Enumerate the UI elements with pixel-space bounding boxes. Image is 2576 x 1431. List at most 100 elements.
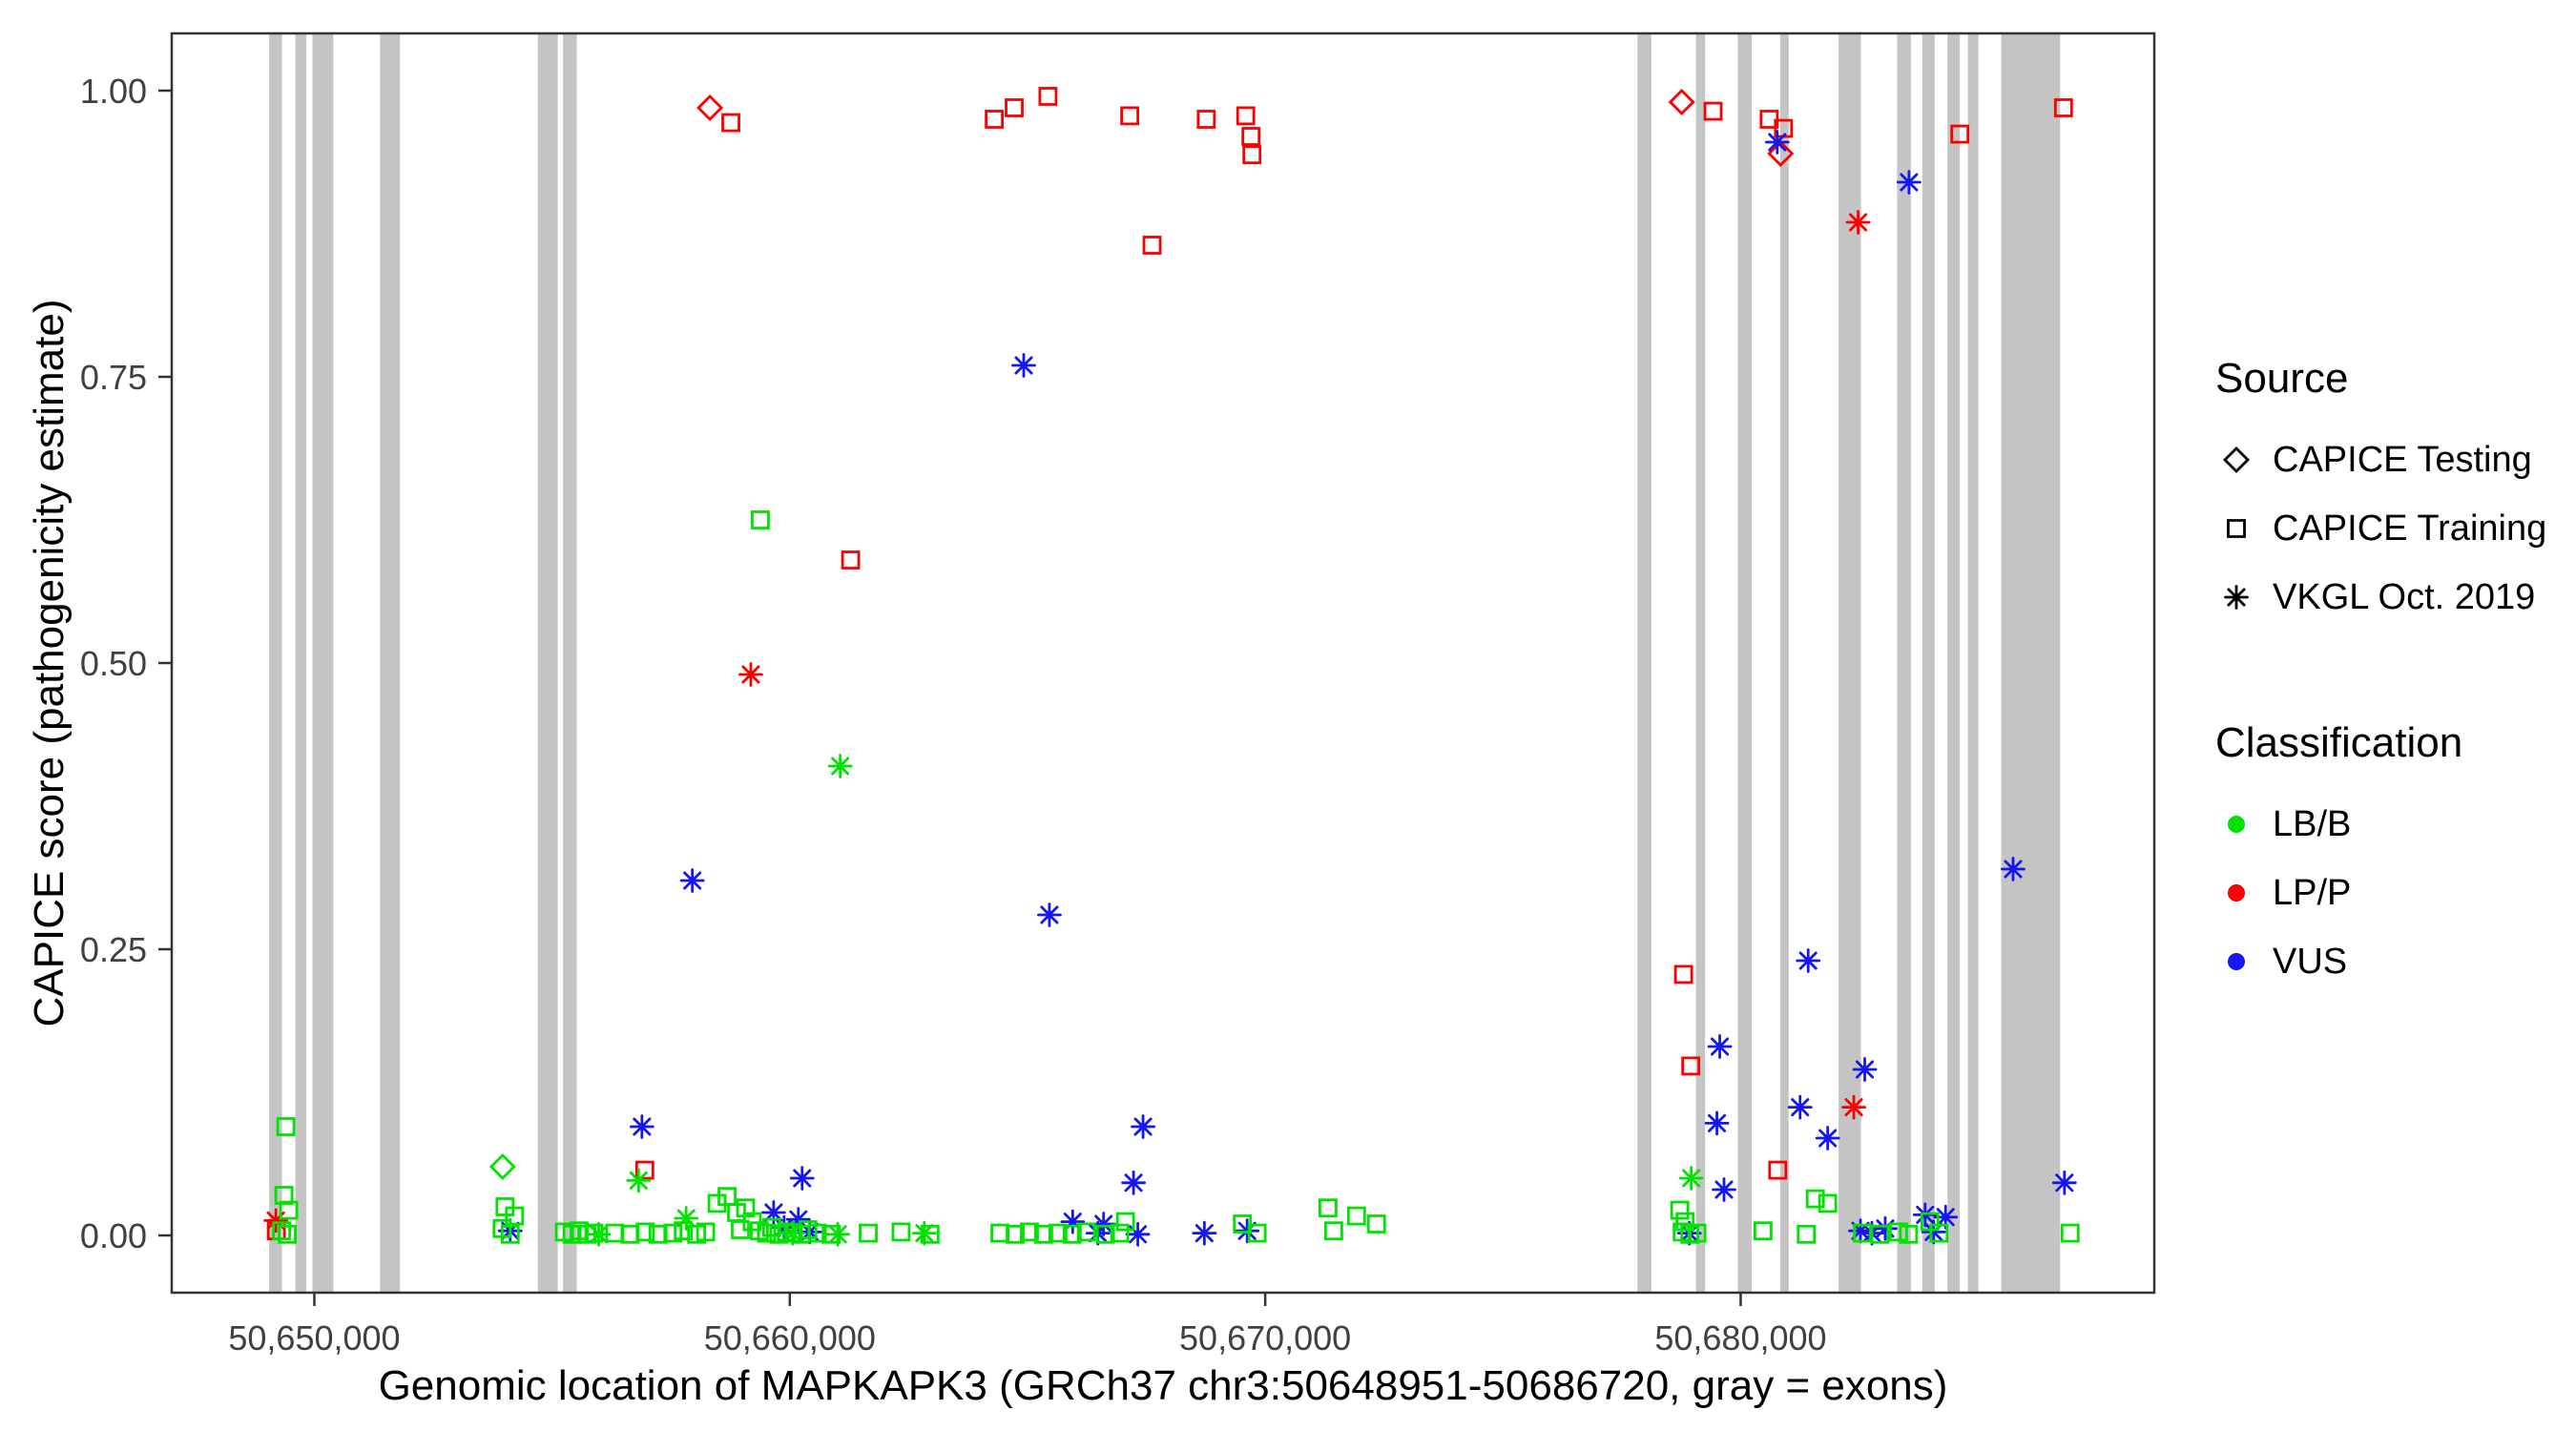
data-point xyxy=(1048,1223,1068,1243)
data-point xyxy=(1121,1170,1147,1195)
data-point xyxy=(1703,101,1723,121)
data-point xyxy=(1873,1215,1898,1241)
data-point xyxy=(1241,127,1261,146)
legend-item-lpp: LP/P xyxy=(2215,859,2570,927)
data-point xyxy=(1681,1056,1701,1076)
data-point xyxy=(1196,110,1216,129)
data-point xyxy=(1142,236,1162,255)
x-axis-title: Genomic location of MAPKAPK3 (GRCh37 chr… xyxy=(378,1362,1948,1409)
data-point xyxy=(717,1187,737,1207)
data-point xyxy=(1675,1212,1695,1232)
data-point xyxy=(276,1117,296,1136)
data-point xyxy=(278,1224,297,1244)
data-point xyxy=(1020,1222,1039,1242)
y-tick-label: 1.00 xyxy=(80,72,147,111)
data-point xyxy=(1131,1114,1155,1139)
data-point xyxy=(1870,1224,1890,1244)
data-point xyxy=(679,868,705,893)
legend-group-classification: Classification LB/B LP/P VUS xyxy=(2215,719,2570,996)
exon-band xyxy=(1779,33,1789,1293)
data-point xyxy=(696,94,724,121)
data-point xyxy=(1767,140,1795,167)
data-point xyxy=(2051,1170,2077,1195)
diamond-icon xyxy=(2223,446,2250,473)
data-point xyxy=(2060,1223,2080,1243)
legend-title-source: Source xyxy=(2215,355,2349,402)
data-point xyxy=(2053,98,2073,117)
exon-band xyxy=(1967,33,1979,1293)
asterisk-icon xyxy=(2224,585,2249,610)
legend-item-label: VUS xyxy=(2273,941,2348,982)
data-point xyxy=(920,1224,940,1244)
data-point xyxy=(1712,1177,1736,1202)
data-point xyxy=(584,1223,604,1243)
legend-item-label: VKGL Oct. 2019 xyxy=(2273,576,2536,617)
data-point xyxy=(1678,1166,1704,1191)
data-point xyxy=(1841,1094,1866,1120)
data-point xyxy=(757,1223,777,1243)
x-tick-label: 50,680,000 xyxy=(1654,1318,1826,1358)
data-point xyxy=(841,550,861,570)
data-point xyxy=(1768,1160,1788,1180)
y-tick-label: 0.00 xyxy=(80,1216,147,1255)
data-point xyxy=(274,1186,294,1205)
data-point xyxy=(821,1224,841,1244)
exon-band xyxy=(537,33,558,1293)
legend-item-capice-training: CAPICE Training xyxy=(2215,494,2570,563)
data-point xyxy=(1673,964,1693,985)
data-point xyxy=(1076,1222,1096,1242)
data-point xyxy=(1037,902,1062,927)
data-point xyxy=(488,1153,516,1180)
data-point xyxy=(629,1114,654,1139)
exon-band xyxy=(1637,33,1652,1293)
data-point xyxy=(2001,857,2025,881)
legend: Source CAPICE Testing CAPICE Training VK… xyxy=(2215,355,2570,996)
exon-band xyxy=(2001,33,2061,1293)
data-point xyxy=(1319,1198,1338,1218)
data-point xyxy=(1764,130,1790,155)
data-point xyxy=(1805,1189,1825,1209)
data-point xyxy=(1668,89,1695,115)
data-point xyxy=(1062,1224,1082,1244)
legend-group-source: Source CAPICE Testing CAPICE Training VK… xyxy=(2215,355,2570,632)
data-point xyxy=(1038,87,1058,106)
data-point xyxy=(272,1221,292,1241)
data-point xyxy=(1787,1094,1813,1120)
exon-band xyxy=(380,33,401,1293)
exon-band xyxy=(312,33,334,1293)
legend-item-label: CAPICE Training xyxy=(2273,508,2547,549)
data-point xyxy=(505,1206,525,1226)
x-tick-label: 50,660,000 xyxy=(704,1318,876,1358)
data-point xyxy=(1704,1110,1730,1136)
data-point xyxy=(263,1208,289,1234)
data-point xyxy=(1815,1126,1840,1151)
data-point xyxy=(736,1198,756,1218)
exon-band xyxy=(1947,33,1961,1293)
data-point xyxy=(1852,1057,1878,1082)
legend-item-vkgl: VKGL Oct. 2019 xyxy=(2215,563,2570,632)
data-point xyxy=(648,1224,668,1244)
exon-band xyxy=(295,33,307,1293)
exon-band xyxy=(1839,33,1861,1293)
data-point xyxy=(1796,948,1821,973)
exon-band xyxy=(1695,33,1706,1293)
data-point xyxy=(789,1166,815,1191)
data-point xyxy=(990,1223,1009,1243)
y-tick-label: 0.50 xyxy=(80,644,147,683)
x-tick-label: 50,670,000 xyxy=(1179,1318,1351,1358)
data-point xyxy=(620,1224,640,1244)
data-point xyxy=(634,1160,654,1180)
exon-band xyxy=(1922,33,1935,1293)
data-point xyxy=(635,1222,655,1242)
data-point xyxy=(1753,1221,1773,1241)
y-tick-label: 0.25 xyxy=(80,930,147,969)
data-point xyxy=(1929,1223,1949,1243)
legend-item-label: LB/B xyxy=(2273,803,2352,844)
data-point xyxy=(1366,1214,1386,1234)
data-point xyxy=(1818,1193,1838,1213)
legend-item-label: LP/P xyxy=(2273,872,2352,913)
legend-item-capice-testing: CAPICE Testing xyxy=(2215,425,2570,494)
data-point xyxy=(626,1168,652,1193)
legend-item-vus: VUS xyxy=(2215,927,2570,996)
data-point xyxy=(1670,1200,1690,1220)
